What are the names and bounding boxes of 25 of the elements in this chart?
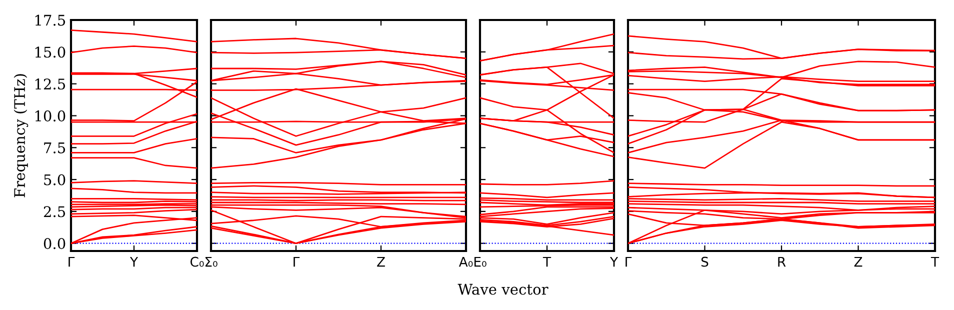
x-tick-label: Γ (68, 256, 75, 267)
x-tick-label: R (778, 256, 786, 267)
y-tick-label: 0.0 (44, 238, 66, 250)
x-tick-label: Σ₀ (205, 256, 218, 267)
x-tick-label: Y (610, 256, 618, 267)
x-tick-label: A₀ (458, 256, 473, 267)
y-tick-label: 2.5 (44, 206, 66, 218)
x-tick-label: T (930, 256, 940, 267)
y-tick-label: 15.0 (35, 46, 66, 58)
x-tick-label: C₀ (190, 256, 204, 267)
x-tick-label: S (701, 256, 708, 267)
x-tick-label: Z (377, 256, 385, 267)
y-tick-label: 7.5 (44, 142, 66, 154)
x-axis-title: Wave vector (458, 284, 548, 295)
x-tick-label: T (542, 256, 552, 267)
x-tick-label: Y (130, 256, 138, 267)
y-tick-label: 10.0 (35, 110, 66, 122)
x-tick-label: E₀ (474, 256, 486, 267)
x-tick-label: Γ (294, 256, 300, 267)
y-tick-label: 17.5 (35, 14, 66, 26)
y-tick-label: 12.5 (35, 78, 66, 90)
y-tick-label: 5.0 (44, 174, 66, 186)
y-axis-title: Frequency (THz) (14, 74, 28, 198)
x-tick-label: Z (854, 256, 862, 267)
x-tick-label: Γ (626, 256, 632, 267)
